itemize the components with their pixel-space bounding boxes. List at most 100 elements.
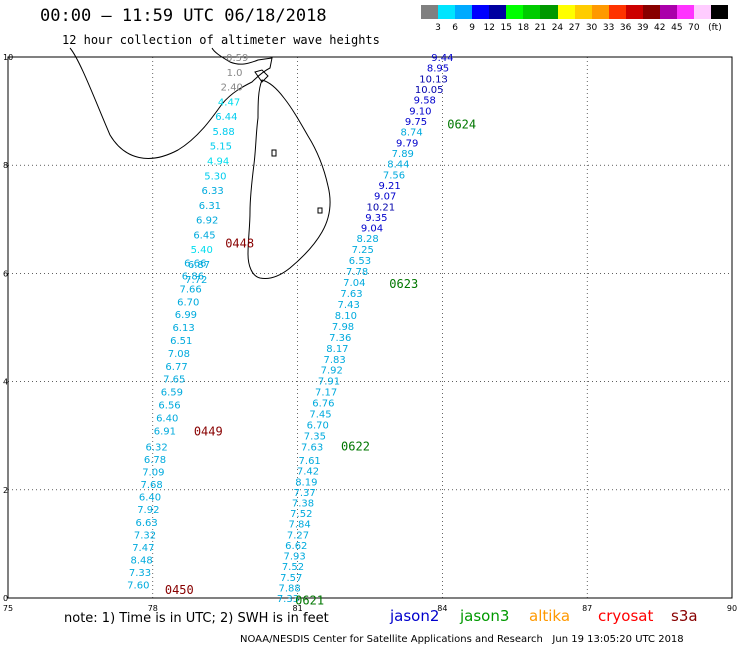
wave-height-value: 10.13 [419,74,448,85]
wave-height-value: 7.89 [392,149,414,160]
legend-swatch [540,5,558,19]
wave-height-value: 8.74 [400,128,422,139]
pass-0623: 7.256.537.787.047.637.438.107.987.368.17… [301,245,374,453]
wave-height-value: 7.08 [168,349,190,360]
coastline-jaffna [254,69,269,83]
wave-height-value: 7.72 [185,275,207,286]
legend-label: 39 [636,23,649,33]
wave-height-value: 6.33 [202,186,224,197]
pass-time-label: 0624 [447,118,476,132]
satellite-jason2: jason2 [390,607,440,625]
plot-frame [7,56,733,599]
wave-height-value: 10.05 [415,85,444,96]
color-legend: 3 6 9 12 15 18 21 24 27 30 33 36 39 42 45 70 (ft) [421,5,729,37]
wave-height-value: 9.75 [405,117,427,128]
wave-height-value: 7.45 [309,410,331,421]
legend-swatch [642,5,660,19]
wave-height-value: 6.92 [196,216,218,227]
legend-label: 21 [534,23,547,33]
legend-label: 36 [619,23,632,33]
wave-height-value: 6.70 [307,421,329,432]
wave-height-value: 9.10 [409,106,431,117]
wave-height-value: 6.91 [154,426,176,437]
legend-label: 6 [452,23,458,33]
wave-height-value: 9.44 [431,53,453,64]
wave-height-value: 7.68 [141,480,163,491]
wave-height-value: 7.37 [294,488,316,499]
footer-org: NOAA/NESDIS Center for Satellite Applica… [240,634,543,645]
legend-swatch [694,5,712,19]
pass-0622: 7.617.428.197.377.387.527.847.276.627.93… [277,456,321,605]
map-grid [7,56,733,599]
satellite-cryosat: cryosat [598,607,654,625]
wave-height-value: 7.98 [332,322,354,333]
wave-height-value: 6.77 [165,362,187,373]
legend-label: 15 [500,23,512,33]
map-title: 00:00 – 11:59 UTC 06/18/2018 [40,6,327,26]
wave-height-value: 8.17 [326,344,348,355]
legend-swatch [506,5,524,19]
wave-height-value: 10.21 [366,202,395,213]
legend-swatch [489,5,507,19]
pass-time-label: 0448 [225,237,254,251]
legend-swatch [438,5,456,19]
x-tick-label: 75 [3,604,13,613]
wave-height-value: 8.19 [295,477,317,488]
wave-height-value: 7.47 [132,543,154,554]
wave-height-value: 7.17 [315,388,337,399]
satellite-altika: altika [529,607,571,625]
wave-height-value: 7.61 [299,456,321,467]
pass-0450: 6.326.78 7.097.68 6.407.92 6.637.32 7.478.48… [127,443,168,592]
wave-height-value: 6.99 [175,310,197,321]
y-tick-label: 6 [3,269,8,278]
wave-height-value: 7.92 [321,366,343,377]
wave-height-value: 7.38 [292,498,314,509]
satellite-jason3: jason3 [460,607,510,625]
wave-height-value: 4.94 [207,157,229,168]
wave-height-value: 8.44 [387,160,409,171]
legend-label: 24 [551,23,564,33]
wave-height-value: 5.15 [210,142,232,153]
legend-swatch [711,5,729,19]
wave-height-value: 1.0 [227,68,243,79]
wave-height-value: 7.66 [179,284,201,295]
wave-height-value: 5.30 [204,171,226,182]
legend-swatch [523,5,541,19]
satellite-s3a: s3a [671,607,698,625]
note-text: note: 1) Time is in UTC; 2) SWH is in fe… [64,611,329,626]
wave-height-value: 6.40 [139,493,161,504]
pass-time-label: 0621 [295,594,324,608]
altimeter-tracks: 0.59 1.0 2.40 4.47 6.44 5.88 5.15 4.94 5.30 6.33 6… [127,53,453,605]
wave-height-value: 9.35 [365,213,387,224]
wave-height-value: 6.32 [146,443,168,454]
wave-height-value: 7.33 [277,594,299,605]
wave-height-value: 6.62 [285,541,307,552]
wave-height-value: 6.44 [215,112,237,123]
legend-label: 45 [671,23,683,33]
wave-height-value: 7.52 [282,562,304,573]
legend-label: 33 [602,23,615,33]
wave-height-value: 9.04 [361,224,383,235]
wave-height-value: 7.43 [338,300,360,311]
pass-time-label: 0449 [194,424,223,438]
wave-height-value: 9.07 [374,192,396,203]
legend-swatch [659,5,677,19]
legend-swatch [472,5,490,19]
wave-height-value: 9.79 [396,138,418,149]
wave-height-value: 6.66 [184,259,206,270]
coastline-sri-lanka [247,79,331,279]
wave-height-value: 7.88 [278,583,300,594]
wave-height-value: 7.42 [297,467,319,478]
coastline-india [69,47,273,159]
wave-height-value: 7.84 [289,520,311,531]
legend-swatch [455,5,473,19]
wave-height-value: 8.48 [131,555,153,566]
wave-height-value: 6.63 [136,518,158,529]
wave-height-value: 7.91 [318,377,340,388]
legend-label: 30 [585,23,598,33]
wave-height-value: 7.25 [352,245,374,256]
wave-height-value: 6.40 [156,413,178,424]
y-tick-label: 8 [3,161,8,170]
wave-height-value: 7.35 [304,432,326,443]
wave-height-value: 7.33 [129,568,151,579]
